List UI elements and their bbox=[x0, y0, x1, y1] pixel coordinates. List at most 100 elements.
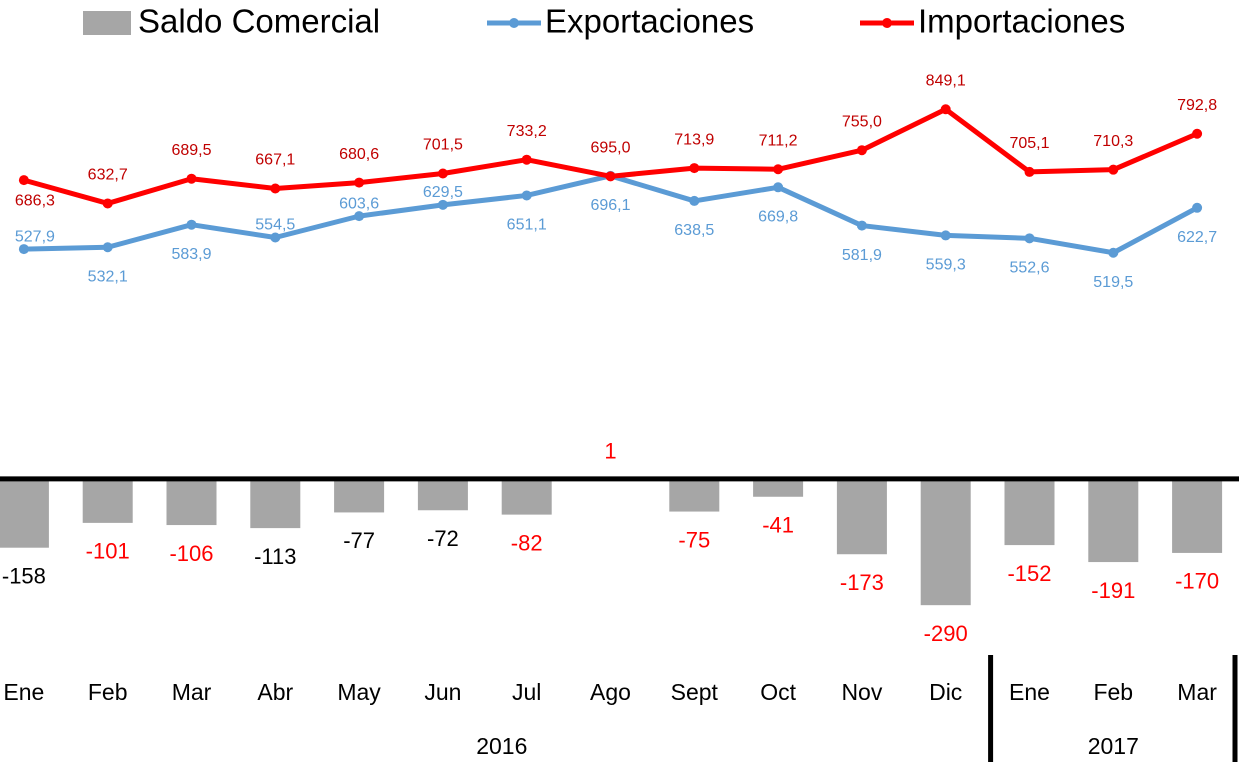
bar bbox=[920, 478, 971, 606]
bar-label: -170 bbox=[1175, 569, 1219, 594]
legend-label: Saldo Comercial bbox=[138, 3, 380, 40]
bar bbox=[836, 478, 887, 555]
x-tick-label: May bbox=[337, 679, 381, 705]
marker bbox=[102, 242, 113, 253]
bar-label: -113 bbox=[254, 544, 296, 569]
point-label: 713,9 bbox=[674, 131, 714, 148]
marker bbox=[940, 230, 951, 241]
point-label: 733,2 bbox=[507, 123, 547, 140]
point-label: 667,1 bbox=[255, 152, 295, 169]
x-tick-label: Mar bbox=[1177, 679, 1217, 705]
marker bbox=[856, 145, 867, 156]
group-label: 2017 bbox=[1088, 733, 1139, 759]
x-tick-label: Sept bbox=[671, 679, 719, 705]
x-tick-label: Nov bbox=[841, 679, 882, 705]
bar bbox=[250, 478, 301, 529]
marker bbox=[1192, 202, 1203, 213]
point-label: 552,6 bbox=[1009, 260, 1049, 277]
marker bbox=[270, 232, 281, 243]
marker bbox=[856, 220, 867, 231]
point-label: 710,3 bbox=[1093, 133, 1133, 150]
marker bbox=[940, 104, 951, 115]
marker bbox=[1024, 233, 1035, 244]
bar bbox=[753, 478, 804, 497]
bar bbox=[166, 478, 217, 526]
bar bbox=[501, 478, 552, 515]
bar-label: -191 bbox=[1091, 578, 1135, 603]
bar bbox=[0, 478, 49, 548]
point-label: 695,0 bbox=[590, 140, 630, 157]
x-tick-label: Dic bbox=[929, 679, 962, 705]
bar-label: -101 bbox=[86, 539, 130, 564]
bar-label: -173 bbox=[840, 570, 884, 595]
marker bbox=[437, 168, 448, 179]
point-label: 532,1 bbox=[88, 268, 128, 285]
line bbox=[23, 173, 1199, 256]
point-label: 583,9 bbox=[171, 246, 211, 263]
point-label: 603,6 bbox=[339, 195, 379, 212]
marker bbox=[773, 164, 784, 175]
bar bbox=[669, 478, 720, 512]
marker bbox=[521, 190, 532, 201]
x-tick-label: Feb bbox=[1093, 679, 1133, 705]
legend-marker bbox=[509, 18, 519, 28]
point-label: 527,9 bbox=[15, 228, 55, 245]
marker bbox=[186, 173, 197, 184]
legend-swatch bbox=[83, 11, 131, 35]
marker bbox=[689, 195, 700, 206]
point-label: 559,3 bbox=[926, 257, 966, 274]
group-label: 2016 bbox=[476, 733, 527, 759]
bar bbox=[417, 478, 468, 511]
bar-label: -41 bbox=[762, 513, 794, 538]
legend-label: Exportaciones bbox=[545, 3, 754, 40]
marker bbox=[18, 244, 29, 255]
bar bbox=[1004, 478, 1055, 546]
x-tick-label: Ene bbox=[1009, 679, 1050, 705]
x-tick-label: Jun bbox=[424, 679, 461, 705]
bar-label: -158 bbox=[2, 564, 46, 589]
point-label: 622,7 bbox=[1177, 229, 1217, 246]
point-label: 651,1 bbox=[507, 217, 547, 234]
x-tick-label: Jul bbox=[512, 679, 541, 705]
x-tick-label: Ene bbox=[3, 679, 44, 705]
point-label: 711,2 bbox=[759, 132, 798, 149]
marker bbox=[1024, 166, 1035, 177]
point-label: 519,5 bbox=[1093, 274, 1133, 291]
point-label: 554,5 bbox=[255, 217, 295, 234]
bar-label: -290 bbox=[924, 621, 968, 646]
point-label: 686,3 bbox=[15, 192, 55, 209]
bar bbox=[1172, 478, 1223, 553]
x-tick-label: Mar bbox=[172, 679, 212, 705]
point-label: 849,1 bbox=[926, 72, 966, 89]
point-label: 629,5 bbox=[423, 184, 463, 201]
bar-label: 1 bbox=[604, 438, 616, 463]
x-tick-label: Feb bbox=[88, 679, 128, 705]
x-tick-label: Abr bbox=[257, 679, 293, 705]
marker bbox=[354, 211, 365, 222]
x-tick-label: Ago bbox=[590, 679, 631, 705]
marker bbox=[354, 177, 365, 188]
point-label: 696,1 bbox=[590, 197, 630, 214]
bar bbox=[82, 478, 133, 523]
bar bbox=[334, 478, 385, 513]
point-label: 680,6 bbox=[339, 146, 379, 163]
marker bbox=[521, 154, 532, 165]
marker bbox=[437, 199, 448, 210]
bar-label: -72 bbox=[427, 526, 459, 551]
marker bbox=[773, 182, 784, 193]
point-label: 701,5 bbox=[423, 137, 463, 154]
x-tick-label: Oct bbox=[760, 679, 796, 705]
point-label: 638,5 bbox=[674, 222, 714, 239]
point-label: 755,0 bbox=[842, 113, 882, 130]
marker bbox=[102, 198, 113, 209]
legend-label: Importaciones bbox=[918, 3, 1125, 40]
point-label: 689,5 bbox=[171, 142, 211, 159]
marker bbox=[1108, 164, 1119, 175]
bar-label: -152 bbox=[1007, 561, 1051, 586]
legend-marker bbox=[882, 18, 892, 28]
bar bbox=[1088, 478, 1139, 563]
point-label: 581,9 bbox=[842, 247, 882, 264]
marker bbox=[18, 175, 29, 186]
bar-label: -77 bbox=[343, 528, 375, 553]
